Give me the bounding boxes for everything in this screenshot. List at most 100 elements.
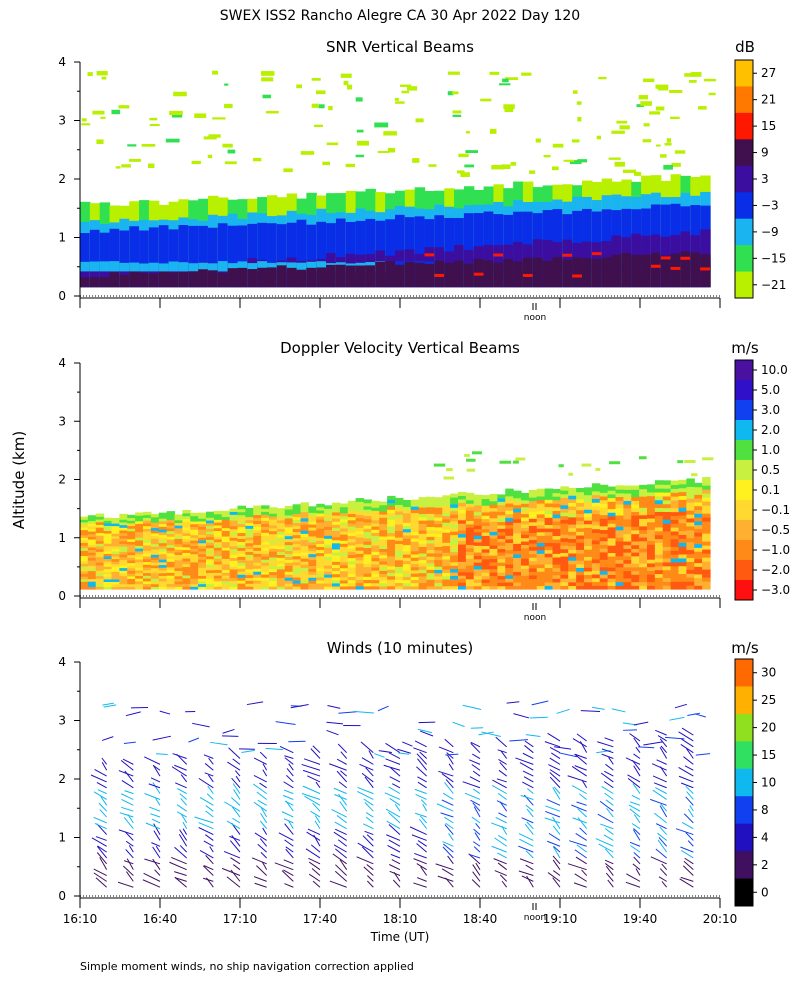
wind-barb bbox=[469, 853, 481, 859]
doppler-cell bbox=[166, 533, 176, 537]
doppler-cell bbox=[111, 576, 120, 580]
doppler-cell bbox=[450, 541, 459, 546]
doppler-cell bbox=[662, 577, 672, 582]
wind-barb bbox=[288, 763, 294, 771]
doppler-cell bbox=[119, 559, 128, 563]
doppler-cell bbox=[402, 560, 412, 565]
doppler-cell bbox=[426, 509, 435, 514]
y-tick-label: 4 bbox=[58, 655, 66, 669]
snr-speckle bbox=[212, 117, 226, 120]
doppler-cell bbox=[339, 567, 349, 572]
wind-barb bbox=[665, 736, 685, 740]
wind-barb bbox=[174, 871, 187, 877]
doppler-cell bbox=[505, 535, 514, 540]
doppler-cell bbox=[379, 520, 388, 525]
doppler-cell bbox=[87, 560, 97, 564]
doppler-cell bbox=[292, 576, 302, 581]
wind-barb bbox=[418, 818, 428, 830]
wind-barb bbox=[231, 777, 241, 789]
doppler-cell bbox=[363, 563, 372, 568]
doppler-cell bbox=[206, 550, 215, 554]
doppler-cell bbox=[584, 527, 593, 532]
doppler-cell bbox=[198, 531, 207, 536]
doppler-cell bbox=[221, 521, 231, 526]
doppler-cell bbox=[308, 527, 317, 531]
doppler-cell bbox=[190, 559, 199, 563]
wind-barb bbox=[545, 810, 561, 818]
doppler-cell bbox=[316, 576, 325, 581]
doppler-cell bbox=[544, 545, 554, 551]
doppler-cell bbox=[662, 554, 672, 559]
colorbar-label: 8 bbox=[761, 803, 769, 817]
doppler-cell bbox=[355, 537, 365, 541]
doppler-cell bbox=[174, 522, 183, 526]
doppler-cell bbox=[363, 537, 372, 542]
wind-barb bbox=[101, 761, 108, 771]
wind-barb bbox=[334, 870, 347, 882]
colorbar-label: 9 bbox=[761, 146, 769, 160]
wind-barb bbox=[685, 785, 694, 794]
doppler-cell bbox=[363, 499, 372, 504]
snr-speckle bbox=[357, 140, 369, 146]
doppler-cell bbox=[206, 544, 215, 549]
doppler-cell bbox=[458, 502, 467, 507]
doppler-cell bbox=[599, 566, 609, 571]
doppler-cell bbox=[103, 578, 113, 582]
wind-barb bbox=[254, 832, 267, 841]
wind-barb bbox=[595, 838, 614, 847]
doppler-cell bbox=[521, 492, 530, 497]
doppler-cell bbox=[127, 522, 136, 527]
wind-barb bbox=[495, 816, 507, 824]
doppler-cell bbox=[347, 563, 357, 568]
wind-barb bbox=[206, 793, 214, 800]
wind-barb bbox=[549, 772, 561, 783]
doppler-cell bbox=[80, 529, 89, 533]
snr-cell bbox=[227, 263, 239, 272]
snr-cell bbox=[148, 262, 160, 272]
doppler-cell bbox=[497, 568, 506, 573]
doppler-cell bbox=[347, 554, 357, 559]
doppler-cell bbox=[505, 560, 514, 565]
doppler-cell bbox=[458, 554, 467, 559]
doppler-cell bbox=[324, 580, 333, 584]
doppler-cell bbox=[568, 581, 577, 586]
doppler-cell bbox=[221, 549, 231, 554]
doppler-cell bbox=[339, 552, 349, 557]
doppler-cell bbox=[410, 560, 420, 565]
doppler-cell bbox=[576, 585, 585, 590]
doppler-cell bbox=[599, 495, 609, 501]
doppler-cell bbox=[678, 530, 687, 536]
wind-barb bbox=[285, 848, 294, 859]
doppler-cell bbox=[308, 586, 317, 590]
doppler-cell bbox=[237, 514, 246, 519]
doppler-cell bbox=[143, 586, 152, 590]
doppler-cell bbox=[237, 541, 246, 545]
doppler-cell bbox=[662, 546, 672, 551]
doppler-cell bbox=[245, 571, 254, 576]
doppler-cell bbox=[308, 583, 317, 587]
wind-barb bbox=[314, 815, 321, 824]
doppler-cell bbox=[276, 565, 286, 570]
doppler-cell bbox=[229, 531, 239, 535]
doppler-cell bbox=[686, 565, 695, 570]
doppler-cell bbox=[702, 565, 711, 570]
doppler-cell bbox=[379, 510, 388, 515]
doppler-cell bbox=[434, 536, 443, 541]
doppler-cell bbox=[670, 484, 680, 489]
snr-cell bbox=[670, 253, 682, 288]
wind-barb bbox=[654, 812, 667, 824]
doppler-cell bbox=[253, 526, 262, 530]
doppler-cell bbox=[198, 572, 207, 576]
doppler-cell bbox=[245, 522, 254, 526]
wind-barb bbox=[574, 765, 587, 771]
snr-speckle bbox=[636, 104, 645, 108]
doppler-cell bbox=[473, 504, 483, 509]
doppler-cell bbox=[292, 528, 302, 533]
doppler-cell bbox=[410, 531, 420, 536]
doppler-cell bbox=[473, 508, 483, 513]
doppler-cell bbox=[143, 566, 152, 571]
doppler-cell bbox=[552, 499, 561, 504]
doppler-cell bbox=[576, 531, 585, 536]
doppler-cell bbox=[221, 547, 231, 551]
doppler-cell bbox=[237, 559, 246, 563]
